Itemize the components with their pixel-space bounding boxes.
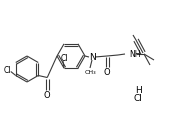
Text: N: N bbox=[89, 53, 95, 62]
Text: O: O bbox=[44, 90, 51, 99]
Text: O: O bbox=[104, 68, 110, 77]
Text: H: H bbox=[135, 86, 141, 95]
Text: Cl: Cl bbox=[60, 53, 68, 62]
Text: NH: NH bbox=[129, 50, 140, 59]
Text: CH₃: CH₃ bbox=[84, 70, 96, 75]
Text: Cl: Cl bbox=[4, 65, 11, 74]
Text: Cl: Cl bbox=[134, 94, 142, 103]
